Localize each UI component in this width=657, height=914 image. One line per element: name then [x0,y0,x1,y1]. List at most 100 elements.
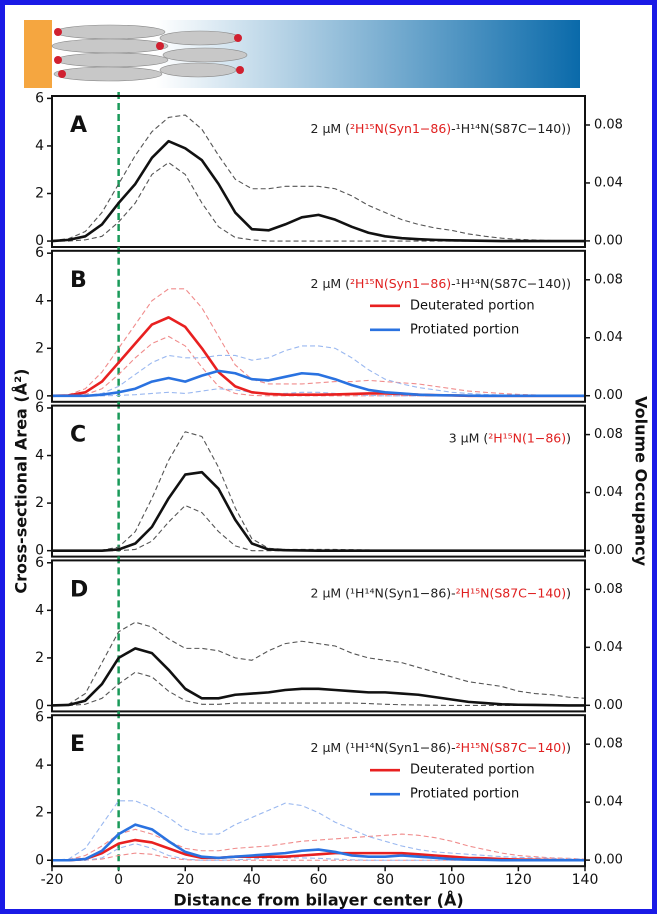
envelope-line [52,671,585,707]
sample-annotation: 3 μM (²H¹⁵N(1−86)) [449,430,571,445]
y-tick-label: 2 [35,185,44,201]
annotation-part: -¹H¹⁴N(S87C−140)) [451,275,571,290]
sample-annotation: 2 μM (²H¹⁵N(Syn1−86)-¹H¹⁴N(S87C−140)) [311,121,571,136]
panel-letter: D [70,577,88,602]
profile-line [51,139,585,243]
x-tick-label: 140 [572,872,599,888]
panel-frame [51,95,586,248]
envelope-line [51,800,586,861]
envelope-line [51,621,586,707]
legend-label: Deuterated portion [410,763,535,778]
annotation-part: 2 μM ( [311,121,351,136]
x-tick-label: 20 [176,872,194,888]
panel-letter: C [70,423,86,448]
envelope-line [52,388,585,397]
y-tick-label: 6 [35,710,44,726]
y2-tick-label: 0.00 [594,233,623,248]
y2-tick-label: 0.00 [594,853,623,868]
envelope-line [51,288,586,397]
x-tick-label: -20 [41,872,64,888]
annotation-part: 2 μM (¹H¹⁴N(Syn1−86)- [311,585,456,600]
sample-annotation: 2 μM (²H¹⁵N(Syn1−86)-¹H¹⁴N(S87C−140)) [311,275,571,290]
envelope-line [52,843,585,861]
membrane-banner [24,20,580,88]
y-tick-label: 0 [35,233,44,249]
y2-tick-label: 0.04 [594,795,623,810]
y2-tick-label: 0.08 [594,737,623,752]
panel-frame [51,559,586,713]
sample-annotation: 2 μM (¹H¹⁴N(Syn1−86)-²H¹⁵N(S87C−140)) [311,740,571,755]
legend-label: Protiated portion [410,787,519,802]
y2-tick-label: 0.08 [594,117,623,132]
y-tick-label: 4 [35,138,44,154]
profile-line [52,823,585,862]
profile-line [51,647,585,707]
y-tick-label: 6 [35,555,44,571]
envelope-line [52,162,585,242]
panel-letter: A [70,113,87,138]
panel-frame [51,404,586,558]
annotation-part: 2 μM (¹H¹⁴N(Syn1−86)- [311,740,456,755]
envelope-line [52,335,585,397]
annotation-part: -¹H¹⁴N(S87C−140)) [451,121,571,136]
x-tick-label: 0 [114,872,123,888]
y-tick-label: 4 [35,293,44,309]
envelope-line [52,852,585,861]
y-tick-label: 6 [35,400,44,416]
x-tick-label: 60 [310,872,328,888]
annotation-part: ) [566,740,571,755]
annotation-part: ²H¹⁵N(S87C−140) [456,585,566,600]
y2-tick-label: 0.04 [594,330,623,345]
panel-frame [51,714,586,868]
y2-axis-label: Volume Occupancy [632,396,651,567]
y-axis-label: Cross-sectional Area (Å²) [12,369,31,594]
y-tick-label: 2 [35,650,44,666]
y-tick-label: 4 [35,757,44,773]
annotation-part: ²H¹⁵N(S87C−140) [456,740,566,755]
envelope-line [51,828,586,861]
y-tick-label: 2 [35,340,44,356]
x-tick-label: 120 [505,872,532,888]
profile-line [52,470,585,552]
y-tick-label: 2 [35,805,44,821]
y2-tick-label: 0.08 [594,582,623,597]
y2-tick-label: 0.00 [594,698,623,713]
y-tick-label: 0 [35,388,44,404]
sample-annotation: 2 μM (¹H¹⁴N(Syn1−86)-²H¹⁵N(S87C−140)) [311,585,571,600]
x-tick-label: 100 [438,872,465,888]
y-tick-label: 0 [35,543,44,559]
y2-tick-label: 0.04 [594,175,623,190]
y-tick-label: 4 [35,448,44,464]
panel-letter: E [70,732,85,757]
lipid-illustration [51,24,248,82]
envelope-line [51,114,586,242]
panel-frame [51,249,586,403]
envelope-line [52,431,585,552]
y2-tick-label: 0.04 [594,485,623,500]
x-axis-label: Distance from bilayer center (Å) [173,891,463,910]
y-tick-label: 6 [35,245,44,261]
y-tick-label: 4 [35,602,44,618]
annotation-part: ) [566,430,571,445]
legend-label: Protiated portion [410,322,519,337]
y2-tick-label: 0.08 [594,427,623,442]
y-tick-label: 0 [35,697,44,713]
y2-tick-label: 0.00 [594,543,623,558]
y-tick-label: 2 [35,495,44,511]
annotation-part: 2 μM ( [311,275,351,290]
legend-label: Deuterated portion [410,298,535,313]
y-tick-label: 0 [35,852,44,868]
y2-tick-label: 0.04 [594,640,623,655]
lipid-headgroups [54,28,244,78]
annotation-part: ²H¹⁵N(Syn1−86) [350,121,451,136]
annotation-part: ²H¹⁵N(Syn1−86) [350,275,451,290]
x-tick-label: 40 [243,872,261,888]
panel-letter: B [70,268,87,293]
profile-line [52,369,585,398]
y2-tick-label: 0.08 [594,272,623,287]
y-tick-label: 6 [35,90,44,106]
y2-tick-label: 0.00 [594,388,623,403]
annotation-part: ) [566,585,571,600]
